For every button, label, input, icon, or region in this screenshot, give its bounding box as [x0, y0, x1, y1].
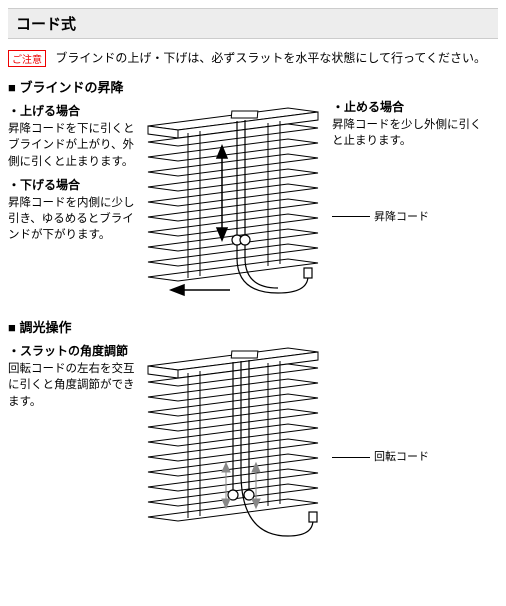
section1-heading: ■ ブラインドの昇降 — [8, 77, 498, 96]
stop-text: 昇降コードを少し外側に引くと止まります。 — [332, 117, 492, 149]
section1-diagram-container — [138, 98, 328, 303]
section2-left: ・スラットの角度調節 回転コードの左右を交互に引くと角度調節ができます。 — [8, 338, 138, 415]
angle-text: 回転コードの左右を交互に引くと角度調節ができます。 — [8, 361, 138, 409]
stop-heading: ・止める場合 — [332, 98, 492, 115]
caution-badge: ご注意 — [8, 50, 46, 67]
section2-row: ・スラットの角度調節 回転コードの左右を交互に引くと角度調節ができます。 — [8, 338, 498, 548]
raise-text: 昇降コードを下に引くとブラインドが上がり、外側に引くと止まります。 — [8, 121, 138, 169]
section1-left: ・上げる場合 昇降コードを下に引くとブラインドが上がり、外側に引くと止まります。… — [8, 98, 138, 249]
leader-line-icon — [332, 457, 370, 458]
blind-diagram-2 — [138, 338, 328, 548]
section2-right: 回転コード — [328, 338, 492, 464]
tilt-cord-label: 回転コード — [332, 448, 492, 464]
section1-right: ・止める場合 昇降コードを少し外側に引くと止まります。 昇降コード — [328, 98, 492, 223]
section1-row: ・上げる場合 昇降コードを下に引くとブラインドが上がり、外側に引くと止まります。… — [8, 98, 498, 303]
stop-block: ・止める場合 昇降コードを少し外側に引くと止まります。 — [332, 98, 492, 149]
caution-text: ブラインドの上げ・下げは、必ずスラットを水平な状態にして行ってください。 — [55, 51, 486, 65]
blind-diagram-1 — [138, 98, 328, 303]
title-bar: コード式 — [8, 8, 498, 39]
lower-heading: ・下げる場合 — [8, 176, 138, 193]
angle-heading: ・スラットの角度調節 — [8, 342, 138, 359]
lift-cord-label: 昇降コード — [332, 208, 492, 224]
raise-heading: ・上げる場合 — [8, 102, 138, 119]
caution-line: ご注意 ブラインドの上げ・下げは、必ずスラットを水平な状態にして行ってください。 — [8, 49, 498, 67]
title-text: コード式 — [16, 16, 76, 33]
section2-diagram-container — [138, 338, 328, 548]
leader-line-icon — [332, 216, 370, 217]
section2-heading: ■ 調光操作 — [8, 317, 498, 336]
lower-text: 昇降コードを内側に少し引き、ゆるめるとブラインドが下がります。 — [8, 195, 138, 243]
